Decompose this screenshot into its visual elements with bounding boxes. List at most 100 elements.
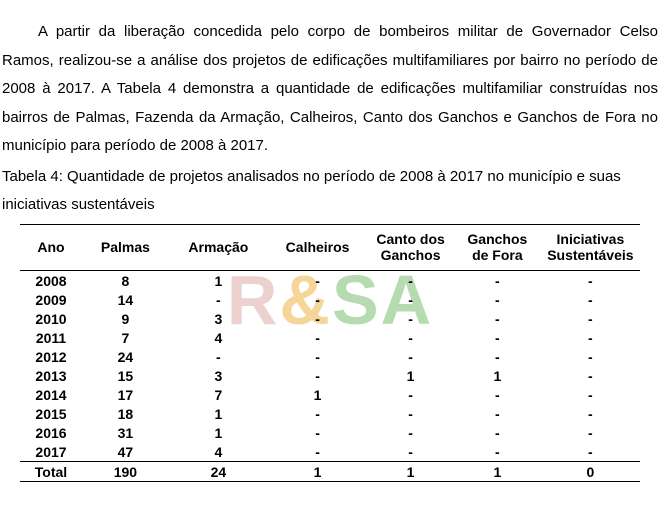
cell-armacao: 3 bbox=[169, 366, 268, 385]
total-cell-ganchos: 1 bbox=[454, 462, 541, 482]
cell-canto: - bbox=[367, 290, 454, 309]
table-total-row: Total190241110 bbox=[20, 462, 640, 482]
total-cell-canto: 1 bbox=[367, 462, 454, 482]
cell-iniciativas: - bbox=[541, 385, 640, 404]
cell-ano: 2008 bbox=[20, 271, 82, 291]
cell-ano: 2016 bbox=[20, 423, 82, 442]
table-row: 2017474---- bbox=[20, 442, 640, 462]
cell-ganchos: - bbox=[454, 328, 541, 347]
cell-iniciativas: - bbox=[541, 404, 640, 423]
cell-armacao: - bbox=[169, 347, 268, 366]
data-table-wrapper: Ano Palmas Armação Calheiros Canto dos G… bbox=[20, 224, 640, 483]
cell-canto: 1 bbox=[367, 366, 454, 385]
cell-ano: 2010 bbox=[20, 309, 82, 328]
cell-ganchos: - bbox=[454, 271, 541, 291]
cell-calheiros: - bbox=[268, 423, 367, 442]
cell-palmas: 8 bbox=[82, 271, 169, 291]
cell-ganchos: - bbox=[454, 423, 541, 442]
cell-canto: - bbox=[367, 328, 454, 347]
cell-palmas: 47 bbox=[82, 442, 169, 462]
cell-ano: 2013 bbox=[20, 366, 82, 385]
cell-ano: 2015 bbox=[20, 404, 82, 423]
total-cell-iniciativas: 0 bbox=[541, 462, 640, 482]
cell-calheiros: - bbox=[268, 347, 367, 366]
total-cell-palmas: 190 bbox=[82, 462, 169, 482]
col-header-canto: Canto dos Ganchos bbox=[367, 224, 454, 271]
col-header-ganchos: Ganchos de Fora bbox=[454, 224, 541, 271]
total-cell-armacao: 24 bbox=[169, 462, 268, 482]
cell-palmas: 14 bbox=[82, 290, 169, 309]
cell-ganchos: - bbox=[454, 290, 541, 309]
total-cell-calheiros: 1 bbox=[268, 462, 367, 482]
cell-iniciativas: - bbox=[541, 347, 640, 366]
cell-palmas: 17 bbox=[82, 385, 169, 404]
col-header-calheiros: Calheiros bbox=[268, 224, 367, 271]
cell-armacao: - bbox=[169, 290, 268, 309]
cell-iniciativas: - bbox=[541, 423, 640, 442]
cell-calheiros: - bbox=[268, 366, 367, 385]
cell-armacao: 4 bbox=[169, 442, 268, 462]
cell-ganchos: - bbox=[454, 404, 541, 423]
col-header-armacao: Armação bbox=[169, 224, 268, 271]
cell-armacao: 1 bbox=[169, 271, 268, 291]
total-cell-ano: Total bbox=[20, 462, 82, 482]
table-header-row: Ano Palmas Armação Calheiros Canto dos G… bbox=[20, 224, 640, 271]
cell-iniciativas: - bbox=[541, 442, 640, 462]
cell-palmas: 9 bbox=[82, 309, 169, 328]
cell-calheiros: - bbox=[268, 404, 367, 423]
cell-ano: 2014 bbox=[20, 385, 82, 404]
cell-ganchos: - bbox=[454, 309, 541, 328]
table-row: 200914----- bbox=[20, 290, 640, 309]
body-paragraph: A partir da liberação concedida pelo cor… bbox=[2, 18, 658, 161]
table-row: 2013153-11- bbox=[20, 366, 640, 385]
cell-ganchos: - bbox=[454, 442, 541, 462]
cell-calheiros: 1 bbox=[268, 385, 367, 404]
cell-canto: - bbox=[367, 442, 454, 462]
cell-ano: 2009 bbox=[20, 290, 82, 309]
table-row: 200881---- bbox=[20, 271, 640, 291]
col-header-palmas: Palmas bbox=[82, 224, 169, 271]
cell-iniciativas: - bbox=[541, 366, 640, 385]
cell-armacao: 7 bbox=[169, 385, 268, 404]
cell-palmas: 7 bbox=[82, 328, 169, 347]
cell-ano: 2017 bbox=[20, 442, 82, 462]
cell-calheiros: - bbox=[268, 290, 367, 309]
cell-armacao: 1 bbox=[169, 423, 268, 442]
cell-canto: - bbox=[367, 309, 454, 328]
cell-palmas: 18 bbox=[82, 404, 169, 423]
table-body: 200881----200914-----201093----201174---… bbox=[20, 271, 640, 482]
table-row: 20141771--- bbox=[20, 385, 640, 404]
cell-canto: - bbox=[367, 423, 454, 442]
cell-calheiros: - bbox=[268, 442, 367, 462]
cell-ano: 2012 bbox=[20, 347, 82, 366]
cell-calheiros: - bbox=[268, 309, 367, 328]
cell-iniciativas: - bbox=[541, 290, 640, 309]
cell-armacao: 1 bbox=[169, 404, 268, 423]
document-page: A partir da liberação concedida pelo cor… bbox=[0, 0, 660, 529]
table-row: 2016311---- bbox=[20, 423, 640, 442]
cell-calheiros: - bbox=[268, 271, 367, 291]
cell-iniciativas: - bbox=[541, 328, 640, 347]
cell-palmas: 24 bbox=[82, 347, 169, 366]
cell-canto: - bbox=[367, 404, 454, 423]
cell-canto: - bbox=[367, 347, 454, 366]
cell-armacao: 3 bbox=[169, 309, 268, 328]
cell-iniciativas: - bbox=[541, 271, 640, 291]
table-caption: Tabela 4: Quantidade de projetos analisa… bbox=[2, 163, 658, 220]
cell-ganchos: - bbox=[454, 385, 541, 404]
cell-ganchos: 1 bbox=[454, 366, 541, 385]
table-row: 2015181---- bbox=[20, 404, 640, 423]
table-row: 201093---- bbox=[20, 309, 640, 328]
cell-calheiros: - bbox=[268, 328, 367, 347]
cell-canto: - bbox=[367, 271, 454, 291]
table-row: 201224----- bbox=[20, 347, 640, 366]
data-table: Ano Palmas Armação Calheiros Canto dos G… bbox=[20, 224, 640, 483]
cell-canto: - bbox=[367, 385, 454, 404]
col-header-iniciativas: Iniciativas Sustentáveis bbox=[541, 224, 640, 271]
cell-palmas: 15 bbox=[82, 366, 169, 385]
cell-iniciativas: - bbox=[541, 309, 640, 328]
table-row: 201174---- bbox=[20, 328, 640, 347]
cell-palmas: 31 bbox=[82, 423, 169, 442]
cell-armacao: 4 bbox=[169, 328, 268, 347]
cell-ano: 2011 bbox=[20, 328, 82, 347]
